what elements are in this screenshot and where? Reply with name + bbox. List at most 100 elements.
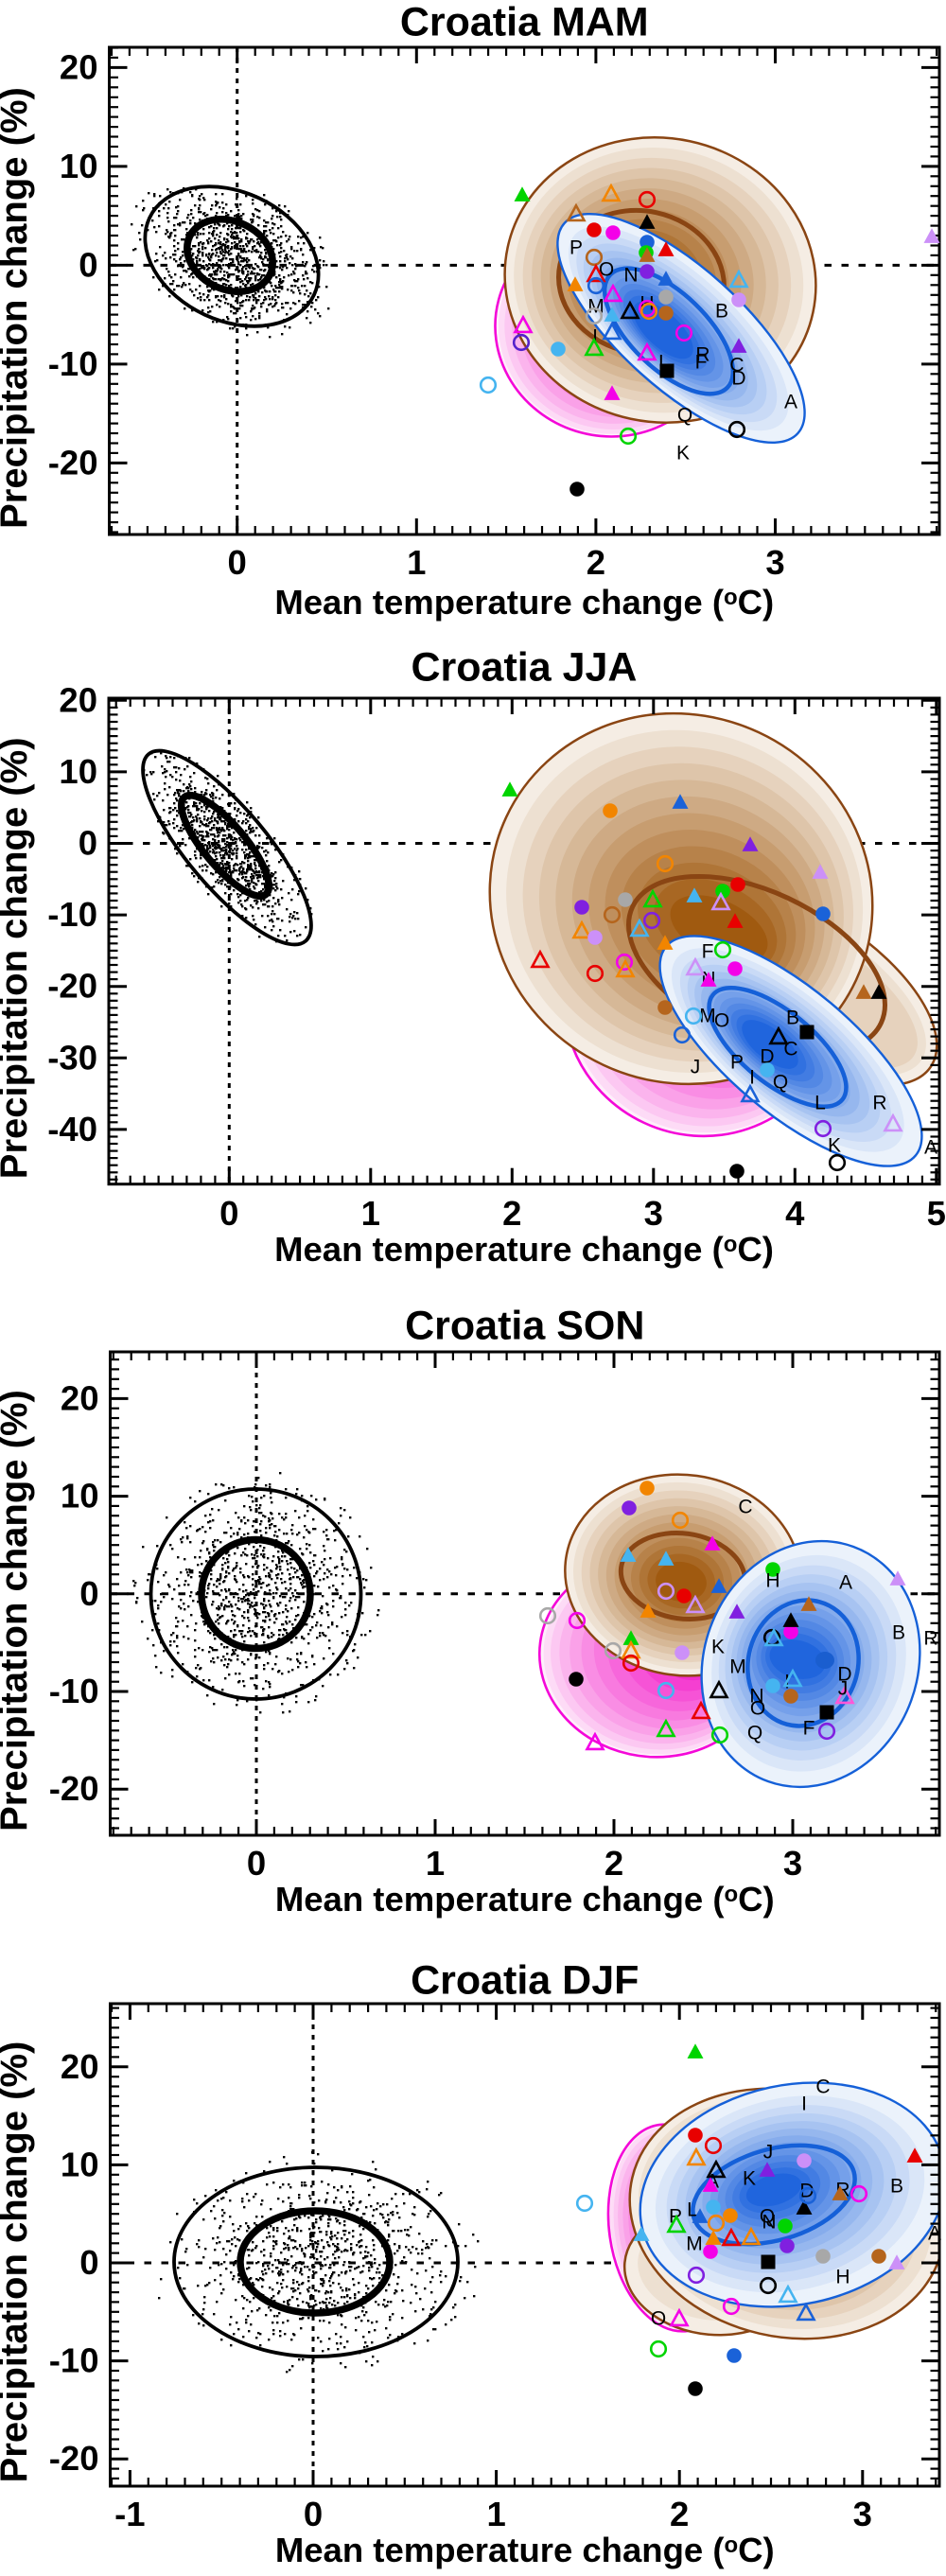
svg-text:-20: -20 [47,967,97,1006]
svg-text:N: N [762,2212,776,2234]
svg-text:3: 3 [783,1844,802,1883]
svg-text:Q: Q [747,1723,762,1744]
svg-text:2: 2 [670,2495,689,2533]
svg-text:Q: Q [773,1072,788,1094]
svg-text:Q: Q [760,2206,775,2228]
svg-text:20: 20 [61,2047,99,2086]
svg-text:B: B [892,1622,905,1644]
svg-text:N: N [623,265,638,287]
svg-text:3: 3 [765,543,784,582]
svg-text:10: 10 [60,147,98,185]
svg-text:0: 0 [228,543,247,582]
svg-text:20: 20 [60,47,98,86]
svg-text:M: M [686,2234,703,2255]
svg-text:10: 10 [61,2145,99,2183]
svg-text:3: 3 [644,1194,663,1233]
svg-text:Mean temperature change (oC): Mean temperature change (oC) [274,583,774,622]
svg-text:O: O [599,259,614,281]
svg-text:C: C [815,2077,830,2098]
svg-text:Precipitation change (%): Precipitation change (%) [0,1390,35,1831]
svg-text:C: C [783,1039,797,1060]
svg-text:-1: -1 [114,2495,145,2533]
svg-text:2: 2 [587,543,605,582]
svg-text:10: 10 [61,1477,99,1516]
svg-text:C: C [738,1497,752,1518]
svg-text:D: D [731,368,745,390]
svg-text:L: L [658,352,670,374]
svg-text:1: 1 [486,2495,505,2533]
svg-text:I: I [592,326,598,348]
svg-text:C: C [729,355,744,377]
svg-text:A: A [839,1572,852,1594]
svg-text:Q: Q [677,405,692,427]
svg-text:F: F [695,352,708,374]
svg-text:0: 0 [304,2495,323,2533]
svg-text:-20: -20 [48,443,98,482]
svg-text:3: 3 [853,2495,872,2533]
svg-text:D: D [760,1046,774,1068]
svg-text:Croatia DJF: Croatia DJF [411,1958,639,2004]
svg-text:0: 0 [247,1844,266,1883]
svg-text:B: B [786,1008,799,1029]
svg-text:2: 2 [502,1194,521,1233]
svg-text:-10: -10 [47,895,97,934]
svg-text:A: A [784,392,797,413]
svg-text:H: H [835,2267,850,2288]
svg-text:Precipitation change (%): Precipitation change (%) [0,737,35,1179]
svg-text:-20: -20 [49,1769,99,1808]
svg-text:4: 4 [785,1194,805,1233]
svg-text:D: D [799,2181,814,2202]
svg-text:J: J [838,1678,849,1700]
svg-text:H: H [765,1570,780,1592]
svg-text:P: P [730,1052,744,1074]
svg-text:I: I [801,2094,807,2115]
svg-text:K: K [743,2168,756,2190]
svg-text:-10: -10 [49,1672,99,1710]
svg-text:I: I [749,1067,755,1089]
svg-text:1: 1 [426,1844,445,1883]
svg-text:L: L [815,1093,826,1114]
svg-text:D: D [837,1664,851,1686]
svg-text:Mean temperature change (oC): Mean temperature change (oC) [274,1230,774,1269]
svg-text:R: R [695,344,710,366]
svg-text:0: 0 [79,824,97,863]
svg-text:K: K [711,1637,725,1658]
svg-text:5: 5 [927,1194,946,1233]
svg-text:M: M [699,1006,716,1027]
svg-text:-30: -30 [47,1038,97,1077]
svg-text:-20: -20 [49,2439,99,2478]
svg-text:Mean temperature change (oC): Mean temperature change (oC) [275,2531,775,2569]
svg-text:1: 1 [407,543,426,582]
svg-text:Croatia MAM: Croatia MAM [400,0,649,45]
svg-text:-10: -10 [49,2341,99,2380]
svg-text:P: P [569,237,583,259]
svg-text:10: 10 [59,752,97,791]
svg-text:0: 0 [79,245,97,284]
svg-text:N: N [749,1686,763,1708]
svg-text:1: 1 [361,1194,380,1233]
svg-text:Croatia JJA: Croatia JJA [412,645,638,691]
svg-text:Precipitation change (%): Precipitation change (%) [0,2042,35,2483]
svg-text:B: B [890,2176,903,2198]
svg-text:R: R [872,1093,886,1114]
svg-text:A: A [924,1137,937,1159]
svg-text:M: M [729,1656,746,1678]
svg-text:Croatia SON: Croatia SON [405,1304,644,1349]
svg-text:-10: -10 [48,344,98,383]
svg-text:2: 2 [604,1844,623,1883]
svg-text:F: F [702,941,714,963]
svg-text:F: F [803,1718,815,1740]
svg-text:J: J [763,2142,774,2164]
svg-text:L: L [687,2199,698,2221]
svg-text:Mean temperature change (oC): Mean temperature change (oC) [275,1880,775,1919]
svg-text:20: 20 [59,680,97,719]
svg-text:K: K [828,1135,841,1157]
svg-text:K: K [676,443,690,464]
svg-text:0: 0 [219,1194,238,1233]
svg-text:R: R [923,1628,937,1650]
svg-text:-40: -40 [47,1110,97,1148]
svg-text:A: A [928,2223,941,2245]
svg-text:20: 20 [61,1378,99,1417]
svg-text:J: J [691,1057,701,1078]
svg-text:B: B [715,301,728,323]
